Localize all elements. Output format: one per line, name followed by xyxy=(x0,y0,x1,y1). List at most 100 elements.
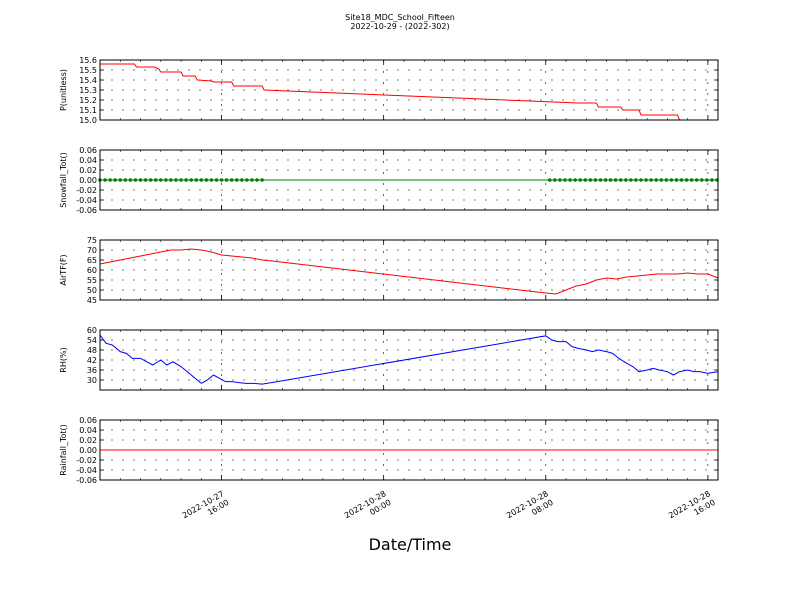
series-marker xyxy=(573,178,577,182)
series-marker xyxy=(209,178,214,182)
series-marker xyxy=(583,178,588,182)
y-tick-label: 75 xyxy=(87,236,97,245)
series-marker xyxy=(118,178,123,182)
series-marker xyxy=(128,178,133,182)
series-marker xyxy=(558,178,562,182)
series-marker xyxy=(189,178,193,182)
series-marker xyxy=(234,178,239,182)
y-tick-label: 48 xyxy=(87,346,97,355)
y-tick-label: 0.02 xyxy=(79,166,97,175)
panel-frame xyxy=(99,59,719,121)
y-tick-label: 15.2 xyxy=(79,96,97,105)
panel-frame xyxy=(99,149,719,211)
y-tick-label: 50 xyxy=(87,286,97,295)
y-tick-label: 0.06 xyxy=(79,416,97,425)
series-marker xyxy=(553,178,557,182)
y-tick-label: 65 xyxy=(87,256,97,265)
panel-2: 0.060.040.020.00-0.02-0.04-0.06 Snowfall_… xyxy=(59,146,719,215)
series-marker xyxy=(588,178,593,182)
y-tick-label: 0.06 xyxy=(79,146,97,155)
series-line xyxy=(99,248,719,295)
series-marker xyxy=(245,178,249,182)
panel-frame xyxy=(99,419,719,481)
series-marker xyxy=(204,178,209,182)
y-tick-label: 0.02 xyxy=(79,436,97,445)
series-marker xyxy=(674,178,679,182)
series-marker xyxy=(219,178,224,182)
series-marker xyxy=(669,178,674,182)
series-marker xyxy=(108,178,112,182)
panel-frame xyxy=(99,239,719,301)
series-marker xyxy=(618,178,623,182)
y-tick-label: 70 xyxy=(87,246,97,255)
series-marker xyxy=(260,178,264,182)
y-tick-label: -0.04 xyxy=(76,196,97,205)
y-tick-label: 0.04 xyxy=(79,156,97,165)
series-marker xyxy=(153,178,158,182)
series-marker xyxy=(214,178,219,182)
series-marker xyxy=(649,178,653,182)
series-marker xyxy=(174,178,178,182)
panels: 15.615.515.415.315.215.115.0 P(unitless) 0… xyxy=(59,56,719,485)
series-marker xyxy=(194,178,199,182)
series-marker xyxy=(639,178,643,182)
series-marker xyxy=(158,178,163,182)
series-marker xyxy=(123,178,128,182)
series-marker xyxy=(664,178,669,182)
y-tick-label: 42 xyxy=(87,356,97,365)
series-line xyxy=(99,334,719,385)
series-marker xyxy=(634,178,638,182)
y-tick-label: 60 xyxy=(87,326,97,335)
series-marker xyxy=(613,178,618,182)
series-marker xyxy=(133,178,138,182)
y-tick-label: -0.06 xyxy=(76,206,97,215)
series-marker xyxy=(138,178,143,182)
y-axis-label: Snowfall_Tot() xyxy=(59,152,68,208)
y-tick-label: 15.4 xyxy=(79,76,97,85)
y-axis-label: Rainfall_Tot() xyxy=(59,424,68,476)
series-marker xyxy=(603,178,608,182)
y-axis-label: P(unitless) xyxy=(59,69,68,111)
series-marker xyxy=(229,178,234,182)
y-tick-label: 0.00 xyxy=(79,176,97,185)
y-tick-label: 15.0 xyxy=(79,116,97,125)
series-marker xyxy=(654,178,658,182)
series-marker xyxy=(689,178,694,182)
series-marker xyxy=(563,178,567,182)
series-line xyxy=(100,63,718,121)
y-tick-label: 15.3 xyxy=(79,86,97,95)
series-marker xyxy=(164,178,168,182)
series-marker xyxy=(644,178,648,182)
y-axis-label: AirTF(F) xyxy=(59,254,68,285)
series-marker xyxy=(179,178,183,182)
series-marker xyxy=(659,178,664,182)
series-marker xyxy=(250,178,254,182)
series-marker xyxy=(679,178,684,182)
series-marker xyxy=(593,178,598,182)
series-marker xyxy=(199,178,204,182)
series-marker xyxy=(598,178,603,182)
y-tick-label: 15.5 xyxy=(79,66,97,75)
series-marker xyxy=(113,178,117,182)
series-marker xyxy=(629,178,633,182)
y-tick-label: -0.02 xyxy=(76,456,97,465)
figure-subtitle: 2022-10-29 - (2022-302) xyxy=(350,22,449,31)
series-marker xyxy=(624,178,628,182)
series-marker xyxy=(568,178,572,182)
panel-5: 0.060.040.020.00-0.02-0.04-0.06 Rainfall_… xyxy=(59,416,719,485)
series-marker xyxy=(684,178,689,182)
series-marker xyxy=(694,178,699,182)
series-marker xyxy=(710,178,714,182)
figure-title: Site18_MDC_School_Fifteen xyxy=(345,13,455,22)
series-marker xyxy=(705,178,709,182)
series-marker xyxy=(548,178,552,182)
y-tick-label: 15.6 xyxy=(79,56,97,65)
